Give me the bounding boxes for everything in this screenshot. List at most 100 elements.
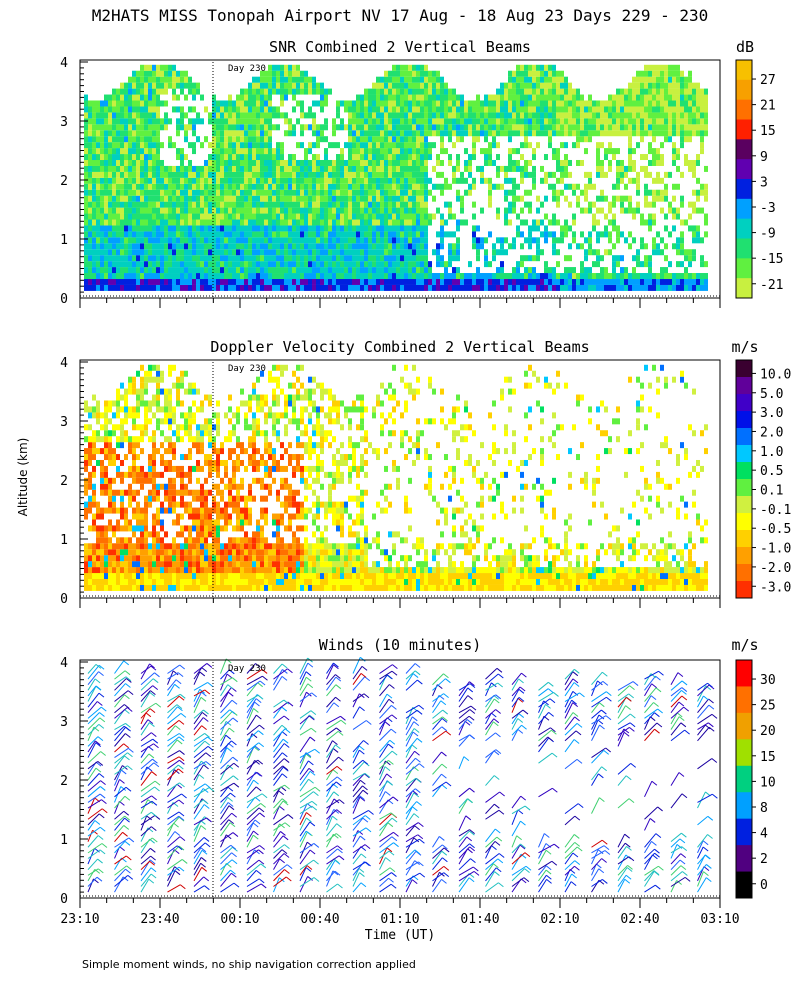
heat-cell [396, 237, 400, 244]
heat-cell [240, 243, 244, 250]
heat-cell [124, 219, 128, 226]
heat-cell [248, 189, 252, 196]
heat-cell [456, 243, 460, 250]
heat-cell [268, 201, 272, 208]
heat-cell [264, 130, 268, 137]
heat-cell [372, 136, 376, 143]
heat-cell [148, 231, 152, 238]
heat-cell [468, 273, 472, 280]
heat-cell [408, 249, 412, 256]
heat-cell [344, 142, 348, 149]
heat-cell [668, 106, 672, 113]
heat-cell [132, 106, 136, 113]
heat-cell [448, 94, 452, 101]
heat-cell [132, 201, 136, 208]
heat-cell [188, 207, 192, 214]
heat-cell [396, 88, 400, 95]
heat-cell [292, 237, 296, 244]
heat-cell [436, 118, 440, 125]
heat-cell [116, 142, 120, 149]
heat-cell [524, 70, 528, 77]
heat-cell [512, 88, 516, 95]
heat-cell [396, 177, 400, 184]
heat-cell [100, 513, 104, 520]
heat-cell [168, 213, 172, 220]
heat-cell [96, 567, 100, 574]
heat-cell [88, 543, 92, 550]
heat-cell [384, 106, 388, 113]
heat-cell [316, 177, 320, 184]
heat-cell [560, 159, 564, 166]
heat-cell [424, 112, 428, 119]
heat-cell [276, 273, 280, 280]
heat-cell [152, 136, 156, 143]
heat-cell [324, 195, 328, 202]
heat-cell [492, 183, 496, 190]
heat-cell [672, 195, 676, 202]
heat-cell [112, 94, 116, 101]
heat-cell [280, 278, 284, 285]
heat-cell [260, 112, 264, 119]
heat-cell [444, 100, 448, 107]
heat-cell [416, 231, 420, 238]
heat-cell [604, 106, 608, 113]
heat-cell [692, 249, 696, 256]
heat-cell [164, 76, 168, 83]
heat-cell [524, 76, 528, 83]
heat-cell [280, 213, 284, 220]
heat-cell [104, 561, 108, 568]
heat-cell [644, 106, 648, 113]
heat-cell [564, 124, 568, 131]
heat-cell [252, 136, 256, 143]
heat-cell [544, 112, 548, 119]
heat-cell [584, 148, 588, 155]
heat-cell [668, 118, 672, 125]
heat-cell [416, 201, 420, 208]
heat-cell [380, 112, 384, 119]
heat-cell [652, 100, 656, 107]
heat-cell [652, 278, 656, 285]
heat-cell [632, 94, 636, 101]
heat-cell [172, 261, 176, 268]
heat-cell [136, 578, 140, 585]
heat-cell [584, 195, 588, 202]
heat-cell [520, 171, 524, 178]
heat-cell [560, 177, 564, 184]
heat-cell [684, 82, 688, 89]
heat-cell [120, 88, 124, 95]
heat-cell [136, 183, 140, 190]
heat-cell [256, 136, 260, 143]
heat-cell [268, 76, 272, 83]
heat-cell [152, 543, 156, 550]
heat-cell [284, 64, 288, 71]
heat-cell [652, 88, 656, 95]
heat-cell [172, 382, 176, 389]
heat-cell [564, 183, 568, 190]
heat-cell [244, 171, 248, 178]
heat-cell [636, 278, 640, 285]
heat-cell [388, 231, 392, 238]
heat-cell [472, 213, 476, 220]
heat-cell [664, 94, 668, 101]
heat-cell [136, 424, 140, 431]
heat-cell [468, 278, 472, 285]
heat-cell [236, 255, 240, 262]
heat-cell [156, 388, 160, 395]
heat-cell [88, 213, 92, 220]
heat-cell [336, 112, 340, 119]
heat-cell [516, 118, 520, 125]
heat-cell [144, 100, 148, 107]
heat-cell [92, 219, 96, 226]
heat-cell [628, 243, 632, 250]
heat-cell [688, 213, 692, 220]
heat-cell [144, 501, 148, 508]
heat-cell [324, 261, 328, 268]
heat-cell [520, 142, 524, 149]
heat-cell [176, 76, 180, 83]
heat-cell [472, 130, 476, 137]
heat-cell [388, 219, 392, 226]
heat-cell [128, 136, 132, 143]
heat-cell [540, 94, 544, 101]
heat-cell [564, 76, 568, 83]
heat-cell [412, 88, 416, 95]
